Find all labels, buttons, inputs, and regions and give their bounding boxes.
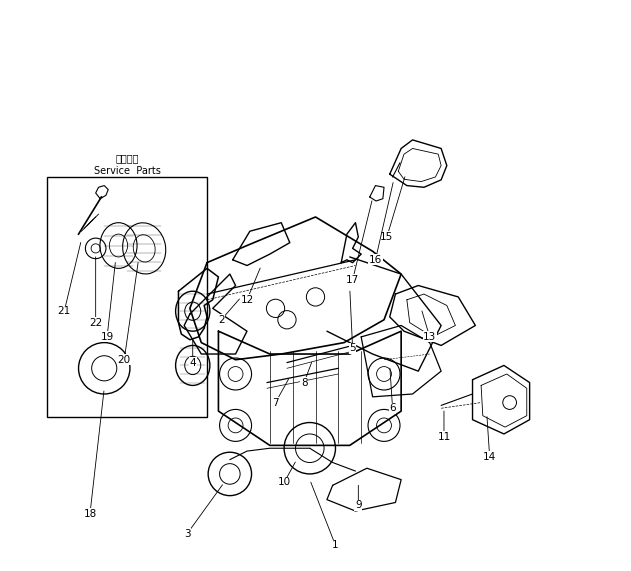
Text: Service  Parts: Service Parts: [93, 166, 160, 176]
Text: 17: 17: [346, 275, 359, 285]
Text: 10: 10: [278, 477, 291, 488]
Text: 5: 5: [350, 343, 356, 353]
Text: 6: 6: [389, 403, 396, 413]
Text: 11: 11: [437, 432, 451, 442]
Text: 9: 9: [355, 500, 362, 510]
Text: 14: 14: [483, 452, 496, 462]
Text: 1: 1: [332, 540, 339, 550]
Text: 4: 4: [189, 357, 196, 368]
Bar: [47, 177, 207, 417]
Text: 補紙専用: 補紙専用: [115, 152, 139, 163]
Text: 2: 2: [218, 315, 225, 325]
Text: 8: 8: [301, 377, 307, 388]
Text: 20: 20: [117, 355, 131, 365]
Text: 19: 19: [100, 332, 114, 342]
Text: 12: 12: [240, 295, 254, 305]
Text: 16: 16: [369, 255, 382, 265]
Text: 3: 3: [184, 529, 191, 539]
Text: 22: 22: [89, 317, 102, 328]
Text: 7: 7: [272, 397, 279, 408]
Text: 13: 13: [423, 332, 436, 342]
Text: 15: 15: [380, 232, 394, 242]
Text: 18: 18: [83, 509, 97, 519]
Text: 21: 21: [57, 306, 71, 316]
